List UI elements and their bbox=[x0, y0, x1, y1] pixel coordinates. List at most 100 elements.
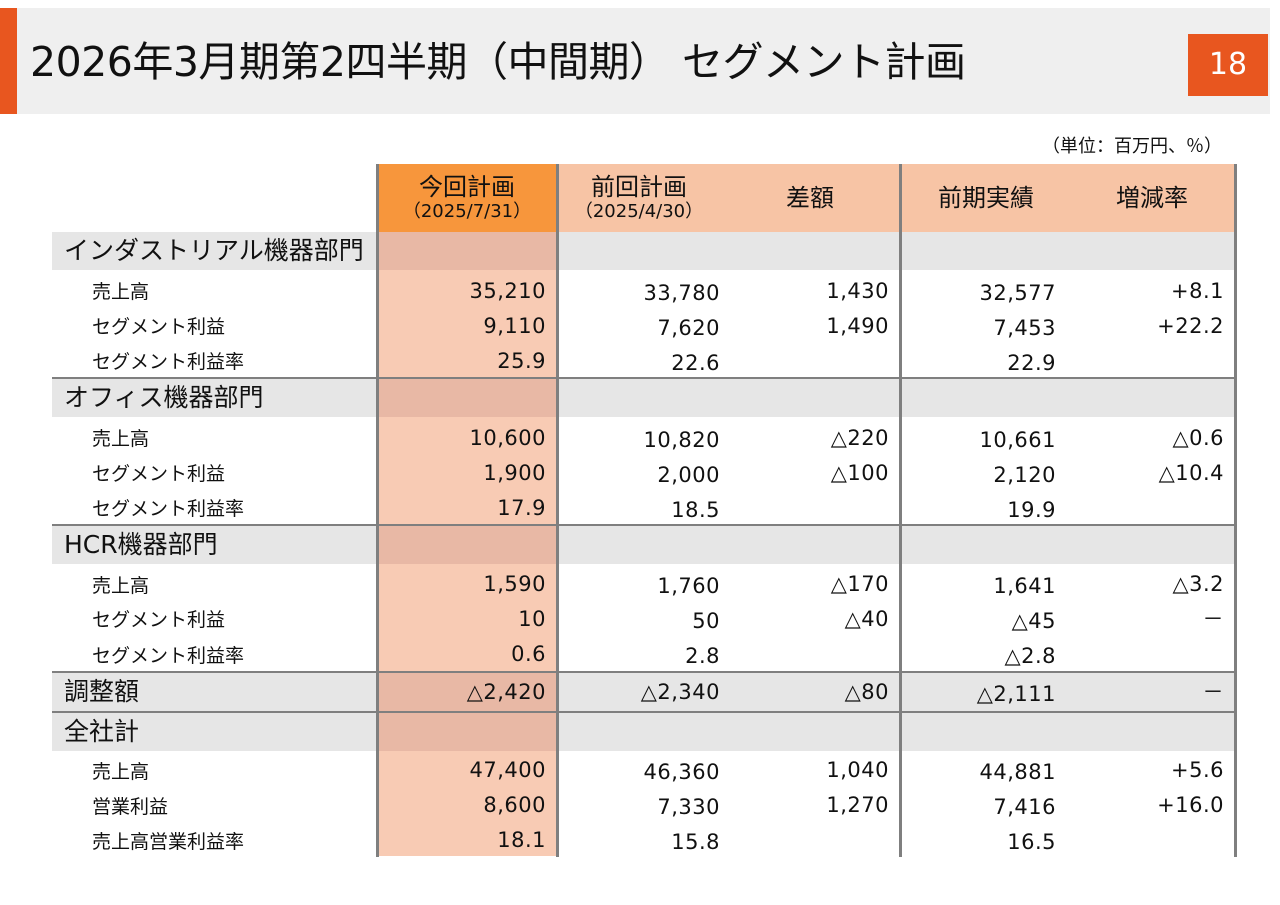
column-header-label: 前期実績 bbox=[938, 184, 1034, 212]
table-cell: 2.8 bbox=[685, 644, 720, 668]
row-label: セグメント利益率 bbox=[92, 645, 245, 667]
table-cell: △2,420 bbox=[466, 680, 546, 704]
table-cell: 10,820 bbox=[643, 428, 720, 452]
table-cell: 10,600 bbox=[469, 426, 546, 450]
segment-name: 全社計 bbox=[64, 717, 140, 746]
table-cell: 44,881 bbox=[979, 760, 1056, 784]
table-cell: 47,400 bbox=[469, 758, 546, 782]
table-cell: △100 bbox=[830, 461, 889, 485]
section-divider bbox=[52, 671, 1236, 673]
column-header-prior-year-actual: 前期実績 bbox=[903, 164, 1069, 232]
segment-name: HCR機器部門 bbox=[64, 530, 218, 559]
title-accent-bar bbox=[0, 8, 17, 114]
row-label: 売上高 bbox=[92, 281, 150, 303]
segment-name: オフィス機器部門 bbox=[64, 383, 264, 412]
table-cell: 17.9 bbox=[497, 496, 546, 520]
table-cell: 18.1 bbox=[497, 828, 546, 852]
section-divider bbox=[52, 711, 1236, 713]
row-label: セグメント利益 bbox=[92, 609, 226, 631]
table-cell: 7,620 bbox=[657, 316, 720, 340]
table-cell: 10 bbox=[518, 607, 546, 631]
unit-note: （単位：百万円、％） bbox=[1042, 136, 1222, 157]
table-cell: 2,000 bbox=[657, 463, 720, 487]
row-label: 営業利益 bbox=[92, 796, 169, 818]
table-cell: △220 bbox=[830, 426, 889, 450]
title-bar bbox=[0, 8, 1270, 114]
header-other-columns-bg bbox=[559, 164, 1235, 232]
table-cell: △80 bbox=[844, 680, 889, 704]
segment-row-hcr bbox=[52, 526, 1236, 564]
table-cell: － bbox=[1202, 680, 1224, 704]
table-cell: 1,900 bbox=[483, 461, 546, 485]
table-cell: 8,600 bbox=[483, 793, 546, 817]
column-header-label: 差額 bbox=[786, 184, 834, 212]
table-cell: 1,270 bbox=[826, 793, 889, 817]
table-cell: 10,661 bbox=[979, 428, 1056, 452]
table-cell: +16.0 bbox=[1157, 793, 1224, 817]
column-header-label: 前回計画 bbox=[591, 173, 687, 201]
row-label: 売上高 bbox=[92, 428, 150, 450]
row-label: 売上高 bbox=[92, 761, 150, 783]
column-divider bbox=[376, 164, 379, 857]
column-header-label: 増減率 bbox=[1116, 184, 1188, 212]
header-current-plan-bg bbox=[378, 164, 556, 232]
table-cell: 9,110 bbox=[483, 314, 546, 338]
column-header-change-rate: 増減率 bbox=[1069, 164, 1235, 232]
column-divider bbox=[1234, 164, 1237, 857]
column-header-previous-plan: 前回計画 （2025/4/30） bbox=[559, 164, 719, 232]
table-cell: △3.2 bbox=[1172, 572, 1224, 596]
table-cell: △2,340 bbox=[640, 680, 720, 704]
table-cell: 19.9 bbox=[1007, 498, 1056, 522]
table-cell: 1,490 bbox=[826, 314, 889, 338]
row-label: 売上高 bbox=[92, 575, 150, 597]
page-number-badge: 18 bbox=[1188, 34, 1268, 96]
column-header-date: （2025/4/30） bbox=[574, 201, 704, 222]
table-cell: 32,577 bbox=[979, 281, 1056, 305]
table-cell: 15.8 bbox=[671, 830, 720, 854]
table-cell: △40 bbox=[844, 607, 889, 631]
table-cell: 33,780 bbox=[643, 281, 720, 305]
column-header-current-plan: 今回計画 （2025/7/31） bbox=[378, 164, 556, 232]
table-cell: 50 bbox=[692, 609, 720, 633]
table-cell: +22.2 bbox=[1157, 314, 1224, 338]
table-cell: 0.6 bbox=[511, 642, 546, 666]
column-divider bbox=[899, 164, 902, 857]
table-cell: 1,590 bbox=[483, 572, 546, 596]
table-cell: 1,760 bbox=[657, 574, 720, 598]
column-header-difference: 差額 bbox=[720, 164, 900, 232]
table-cell: 7,416 bbox=[993, 795, 1056, 819]
table-cell: 22.9 bbox=[1007, 351, 1056, 375]
table-cell: +8.1 bbox=[1171, 279, 1224, 303]
segment-row-adjustment bbox=[52, 673, 1236, 711]
table-cell: △2.8 bbox=[1004, 644, 1056, 668]
row-label: セグメント利益率 bbox=[92, 498, 245, 520]
table-cell: 25.9 bbox=[497, 349, 546, 373]
column-header-label: 今回計画 bbox=[419, 173, 515, 201]
row-label: セグメント利益 bbox=[92, 463, 226, 485]
table-cell: 18.5 bbox=[671, 498, 720, 522]
segment-row-office bbox=[52, 379, 1236, 417]
table-cell: 2,120 bbox=[993, 463, 1056, 487]
table-cell: 35,210 bbox=[469, 279, 546, 303]
section-divider bbox=[52, 524, 1236, 526]
segment-name: インダストリアル機器部門 bbox=[64, 236, 364, 265]
table-cell: 1,430 bbox=[826, 279, 889, 303]
section-divider bbox=[52, 377, 1236, 379]
segment-name: 調整額 bbox=[64, 677, 140, 706]
table-cell: +5.6 bbox=[1171, 758, 1224, 782]
table-cell: － bbox=[1202, 607, 1224, 631]
column-divider bbox=[556, 164, 559, 857]
table-cell: 7,330 bbox=[657, 795, 720, 819]
table-cell: △170 bbox=[830, 572, 889, 596]
table-cell: 1,641 bbox=[993, 574, 1056, 598]
table-cell: △45 bbox=[1011, 609, 1056, 633]
segment-row-industrial bbox=[52, 232, 1236, 270]
row-label: セグメント利益 bbox=[92, 316, 226, 338]
table-cell: 7,453 bbox=[993, 316, 1056, 340]
table-cell: 46,360 bbox=[643, 760, 720, 784]
table-cell: △10.4 bbox=[1158, 461, 1224, 485]
page-title: 2026年3月期第2四半期（中間期） セグメント計画 bbox=[30, 38, 966, 86]
table-cell: △2,111 bbox=[976, 682, 1056, 706]
table-cell: 22.6 bbox=[671, 351, 720, 375]
table-cell: 16.5 bbox=[1007, 830, 1056, 854]
